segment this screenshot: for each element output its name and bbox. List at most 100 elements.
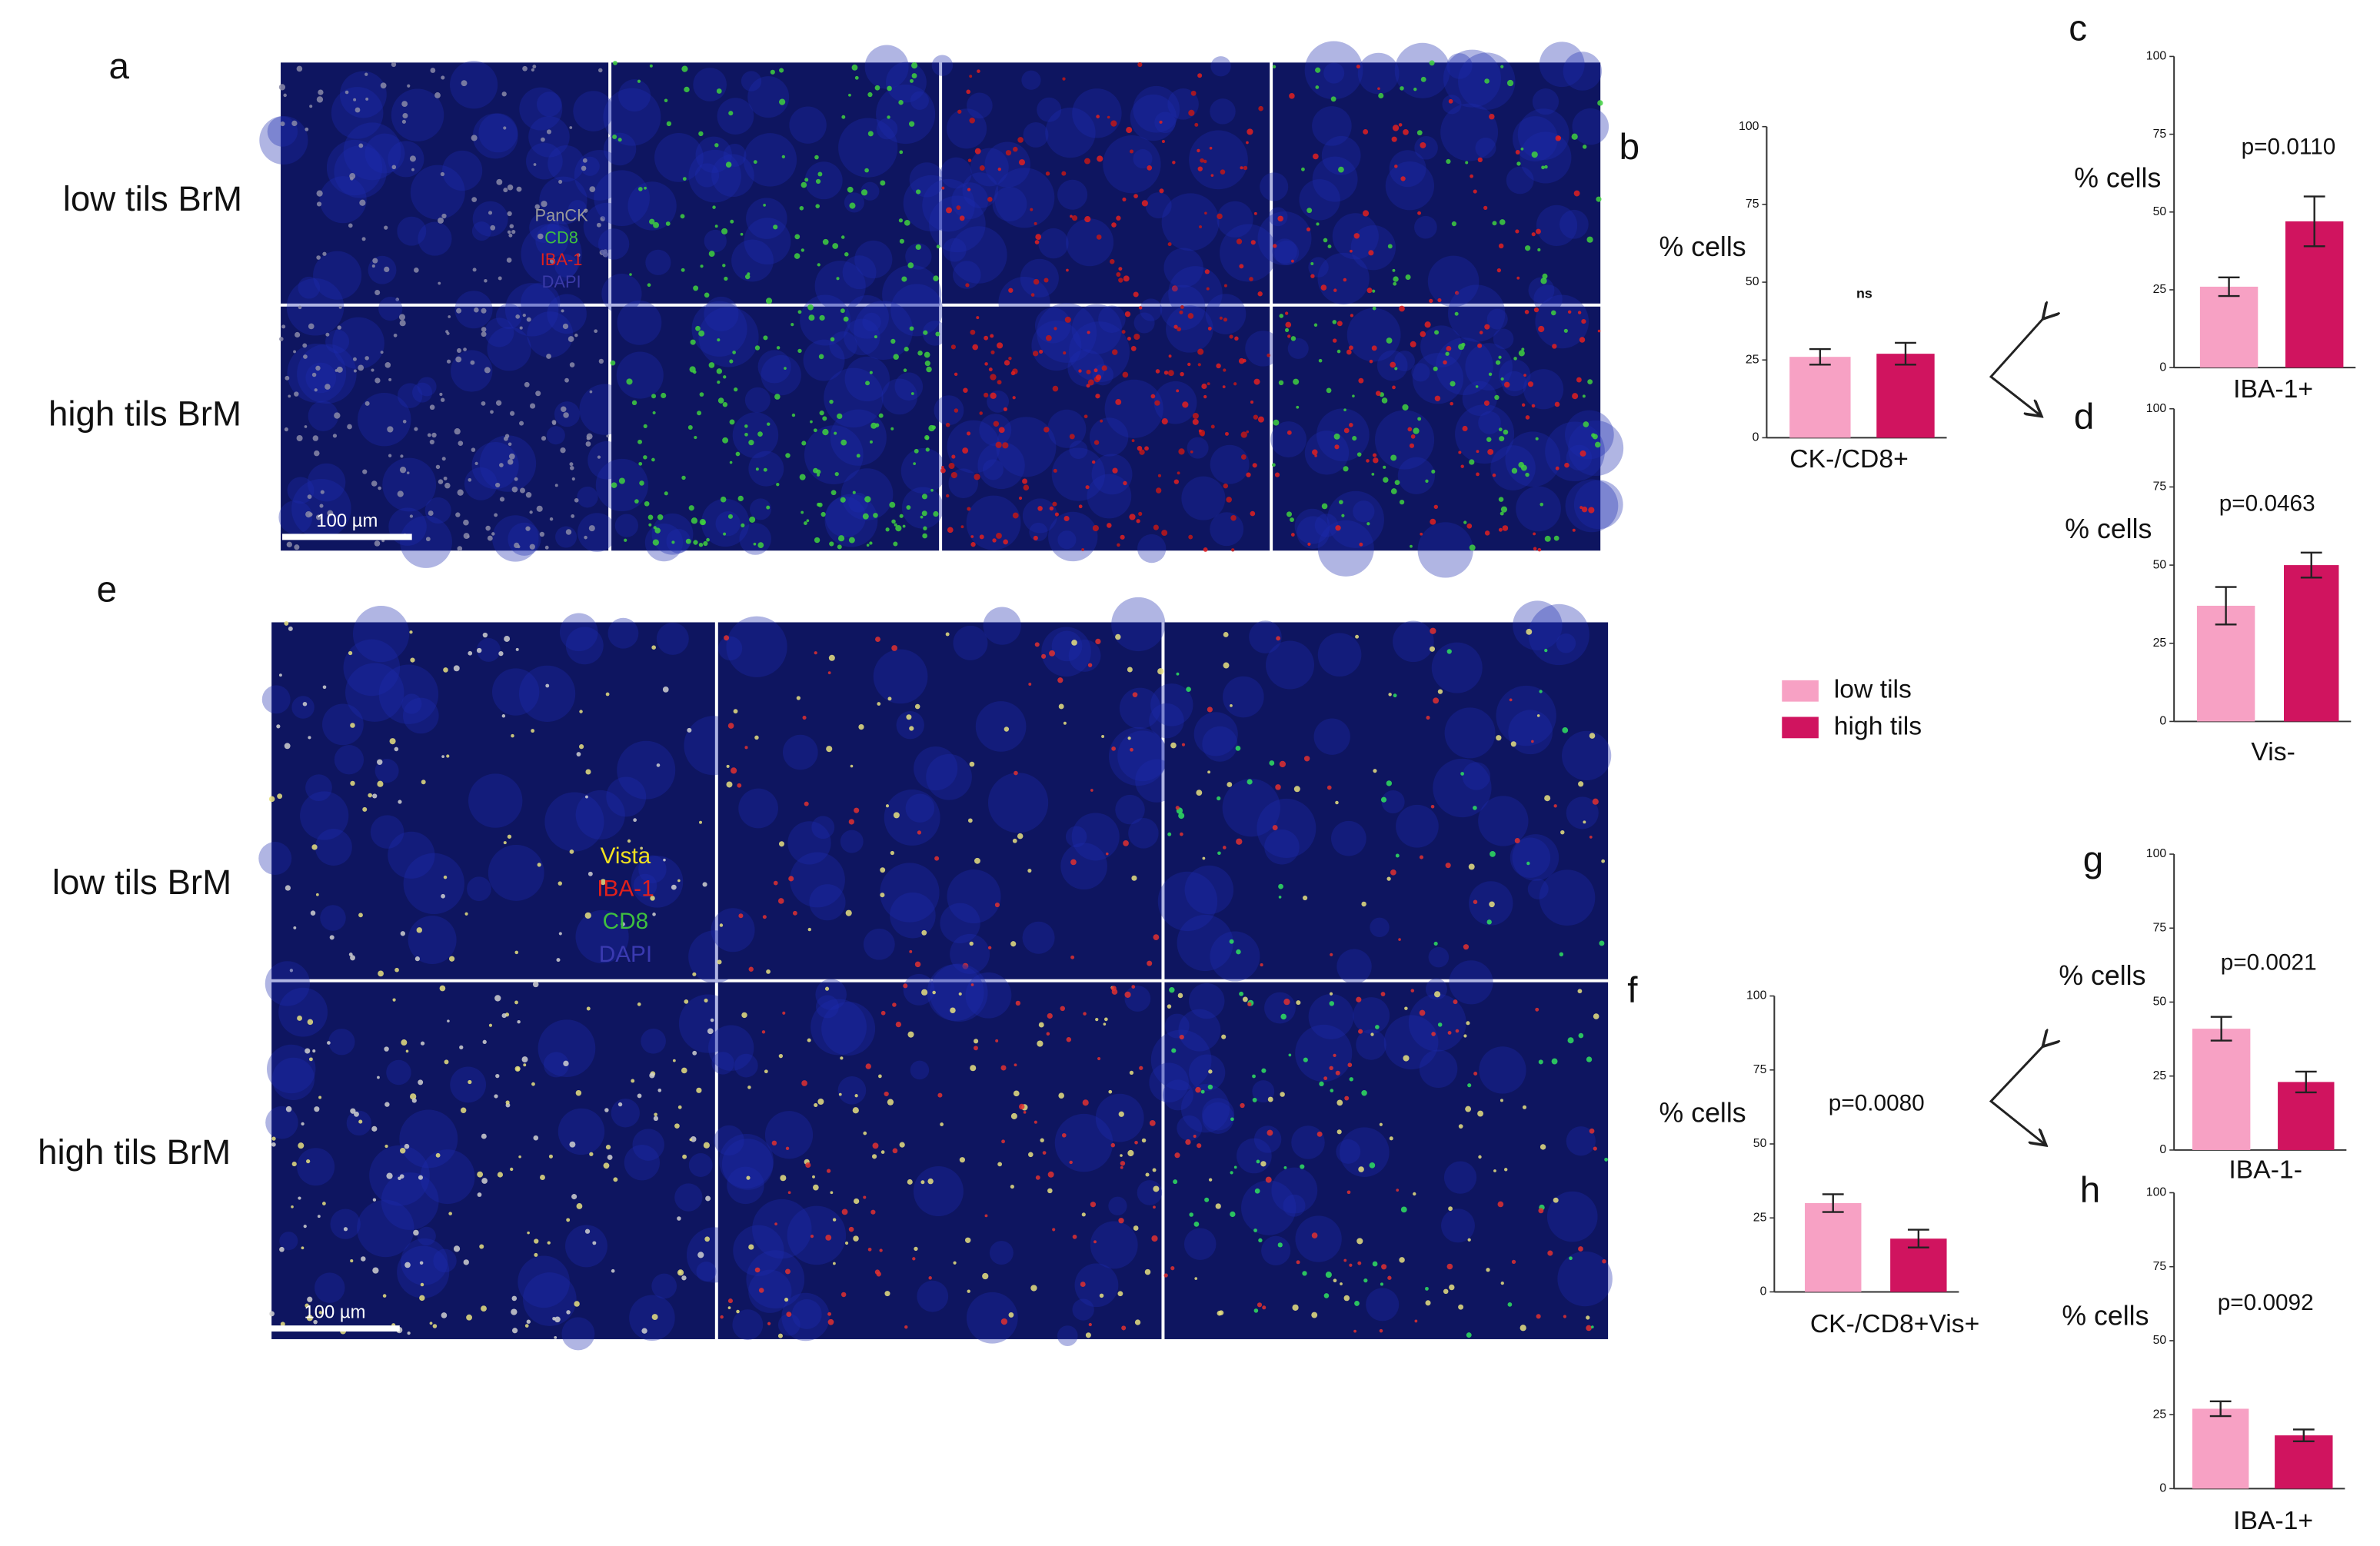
cell xyxy=(298,305,302,310)
cell xyxy=(810,1235,814,1238)
nucleus-cloud xyxy=(1137,1180,1163,1205)
nucleus-cloud xyxy=(484,318,514,347)
cell xyxy=(1141,1138,1147,1143)
cell xyxy=(893,541,898,547)
cell xyxy=(1236,949,1241,955)
cell xyxy=(828,654,835,661)
cell xyxy=(792,910,797,916)
cell xyxy=(1072,1235,1077,1239)
cell xyxy=(680,214,685,219)
annotation: ns xyxy=(1856,286,1872,301)
cell xyxy=(1378,92,1384,99)
cell xyxy=(1318,358,1323,363)
cell xyxy=(1222,846,1227,849)
cell xyxy=(494,995,501,1002)
cell xyxy=(856,454,860,458)
cell xyxy=(651,1314,658,1321)
nucleus-cloud xyxy=(966,1292,1018,1344)
cell xyxy=(1358,1166,1364,1172)
cell xyxy=(524,1324,529,1328)
cell xyxy=(722,437,729,444)
cell xyxy=(1498,497,1504,502)
micrograph-bg xyxy=(1164,982,1609,1339)
cell xyxy=(1133,1225,1139,1231)
cell xyxy=(1141,200,1148,207)
cell xyxy=(644,186,647,190)
cell xyxy=(1579,450,1586,457)
nucleus-cloud xyxy=(803,339,845,381)
nucleus-cloud xyxy=(558,1108,605,1155)
cell xyxy=(1332,338,1337,343)
y-tick-label: 25 xyxy=(2153,1069,2167,1082)
nucleus-cloud xyxy=(331,87,384,139)
cell xyxy=(1017,833,1024,839)
cell xyxy=(1433,366,1438,371)
nucleus-cloud xyxy=(854,240,893,279)
cell xyxy=(463,519,469,526)
cell xyxy=(1027,868,1032,873)
nucleus-cloud xyxy=(1425,978,1447,1000)
cell xyxy=(456,308,462,314)
nucleus-cloud xyxy=(1297,516,1330,549)
cell xyxy=(807,927,812,932)
nucleus-cloud xyxy=(1478,796,1529,846)
cell xyxy=(1138,306,1143,310)
cell xyxy=(1592,798,1599,805)
nucleus-cloud xyxy=(1057,1325,1078,1346)
cell xyxy=(487,535,493,541)
cell xyxy=(1008,356,1012,361)
cell xyxy=(781,155,786,159)
cell xyxy=(1578,781,1584,787)
cell xyxy=(563,412,569,418)
cell xyxy=(1223,483,1229,489)
nucleus-cloud xyxy=(984,141,1030,188)
cell xyxy=(878,1074,882,1079)
nucleus-cloud xyxy=(698,307,759,367)
cell xyxy=(970,983,974,986)
cell xyxy=(372,1267,379,1274)
cell xyxy=(729,419,735,425)
cell xyxy=(1085,1332,1091,1338)
cell xyxy=(1040,1138,1044,1142)
cell xyxy=(1222,385,1226,389)
nucleus-cloud xyxy=(400,515,452,568)
cell xyxy=(404,1143,410,1149)
nucleus-cloud xyxy=(424,497,451,524)
cell xyxy=(511,1328,518,1334)
cell xyxy=(1240,454,1247,460)
cell xyxy=(1446,158,1451,165)
cell xyxy=(1180,832,1183,836)
nucleus-cloud xyxy=(862,312,881,332)
cell xyxy=(1087,379,1094,386)
nucleus-cloud xyxy=(1133,85,1180,133)
cell xyxy=(1271,463,1276,467)
cell xyxy=(612,134,617,139)
nucleus-cloud xyxy=(750,498,772,520)
cell xyxy=(1445,351,1450,356)
cell xyxy=(1410,989,1415,992)
cell xyxy=(1219,316,1223,320)
cell xyxy=(854,1094,858,1098)
cell xyxy=(380,351,384,354)
cell xyxy=(1419,1009,1426,1016)
cell xyxy=(1171,1048,1177,1053)
cell xyxy=(1171,285,1178,292)
cell xyxy=(1448,98,1453,104)
cell xyxy=(1511,467,1518,474)
cell xyxy=(976,316,980,320)
cell xyxy=(719,923,724,927)
cell xyxy=(1047,1012,1053,1019)
cell xyxy=(348,650,353,656)
row-label: low tils BrM xyxy=(52,863,231,902)
cell xyxy=(1275,784,1281,790)
cell xyxy=(921,929,927,936)
cell xyxy=(1347,1062,1353,1068)
cell xyxy=(310,910,316,916)
cell xyxy=(321,1202,326,1205)
cell xyxy=(869,541,873,545)
cell xyxy=(313,1319,318,1325)
cell xyxy=(1310,262,1314,265)
nucleus-cloud xyxy=(368,255,397,284)
cell xyxy=(903,983,908,989)
nucleus-cloud xyxy=(903,973,935,1006)
